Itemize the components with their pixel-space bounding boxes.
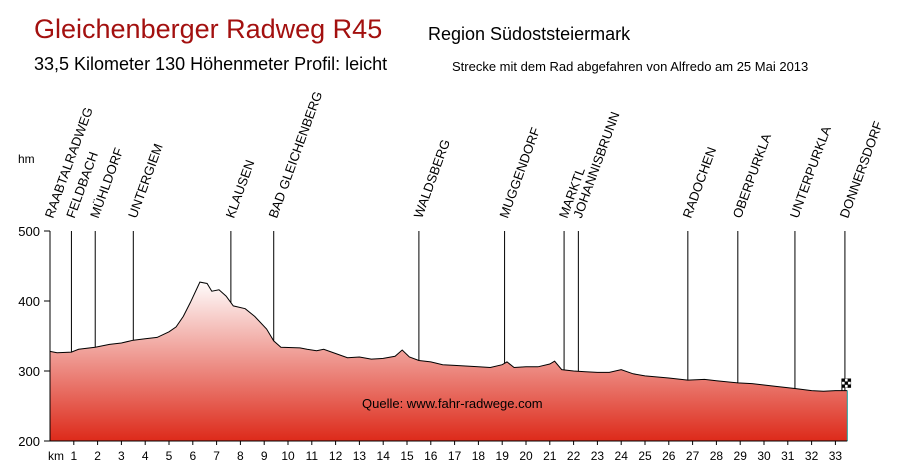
x-tick-label: 31 bbox=[781, 449, 795, 463]
x-tick-label: 20 bbox=[519, 449, 533, 463]
x-tick-label: 3 bbox=[118, 449, 125, 463]
y-tick-label: 300 bbox=[18, 364, 40, 379]
y-tick-label: 200 bbox=[18, 434, 40, 449]
place-label: JOHANNISBRUNN bbox=[570, 110, 622, 220]
x-tick-label: 19 bbox=[496, 449, 510, 463]
ride-note: Strecke mit dem Rad abgefahren von Alfre… bbox=[452, 59, 809, 74]
x-tick-label: 14 bbox=[377, 449, 391, 463]
x-tick-label: 28 bbox=[710, 449, 724, 463]
x-tick-label: 33 bbox=[829, 449, 843, 463]
x-tick-label: 15 bbox=[400, 449, 414, 463]
elevation-line bbox=[49, 281, 848, 392]
x-tick-label: 9 bbox=[261, 449, 268, 463]
x-tick-label: 11 bbox=[306, 449, 319, 463]
x-tick-label: 25 bbox=[638, 449, 652, 463]
y-tick-label: 500 bbox=[18, 224, 40, 239]
place-label: KLAUSEN bbox=[223, 158, 258, 220]
x-tick-label: 32 bbox=[805, 449, 819, 463]
x-tick-label: 18 bbox=[472, 449, 486, 463]
place-label: WALDSBERG bbox=[411, 137, 453, 220]
x-tick-label: 22 bbox=[567, 449, 581, 463]
finish-flag-icon bbox=[841, 378, 852, 388]
source-note: Quelle: www.fahr-radwege.com bbox=[362, 396, 543, 411]
x-tick-label: 10 bbox=[281, 449, 295, 463]
place-label: UNTERGIEM bbox=[125, 142, 166, 220]
x-tick-label: 26 bbox=[662, 449, 676, 463]
x-tick-label: 27 bbox=[686, 449, 700, 463]
x-tick-label: 24 bbox=[615, 449, 629, 463]
x-tick-label: 23 bbox=[591, 449, 605, 463]
route-title: Gleichenberger Radweg R45 bbox=[34, 14, 383, 44]
x-tick-label: 21 bbox=[543, 449, 557, 463]
place-label: MUGGENDORF bbox=[496, 125, 543, 220]
x-tick-label: 17 bbox=[448, 449, 462, 463]
x-tick-label: 16 bbox=[424, 449, 438, 463]
route-summary: 33,5 Kilometer 130 Höhenmeter Profil: le… bbox=[34, 54, 388, 74]
y-axis-label: hm bbox=[18, 152, 35, 166]
x-tick-label: 29 bbox=[734, 449, 748, 463]
place-label: DONNERSDORF bbox=[837, 119, 886, 220]
x-tick-label: 4 bbox=[142, 449, 149, 463]
place-label: OBERPURKLA bbox=[730, 131, 775, 220]
x-tick-label: 12 bbox=[329, 449, 343, 463]
x-tick-label: 6 bbox=[189, 449, 196, 463]
x-tick-label: 13 bbox=[353, 449, 367, 463]
x-tick-label: 7 bbox=[213, 449, 220, 463]
y-tick-label: 400 bbox=[18, 294, 40, 309]
region-label: Region Südoststeiermark bbox=[428, 24, 631, 44]
elevation-area bbox=[50, 282, 848, 441]
x-tick-label: 8 bbox=[237, 449, 244, 463]
place-label: UNTERPURKLA bbox=[787, 124, 834, 220]
x-tick-label: 5 bbox=[166, 449, 173, 463]
x-tick-label: 2 bbox=[94, 449, 101, 463]
x-tick-label: 1 bbox=[70, 449, 77, 463]
x-tick-label: 30 bbox=[757, 449, 771, 463]
place-label: RADOCHEN bbox=[680, 145, 720, 220]
x-axis-label: km bbox=[48, 449, 64, 463]
place-label: BAD GLEICHENBERG bbox=[265, 89, 325, 220]
